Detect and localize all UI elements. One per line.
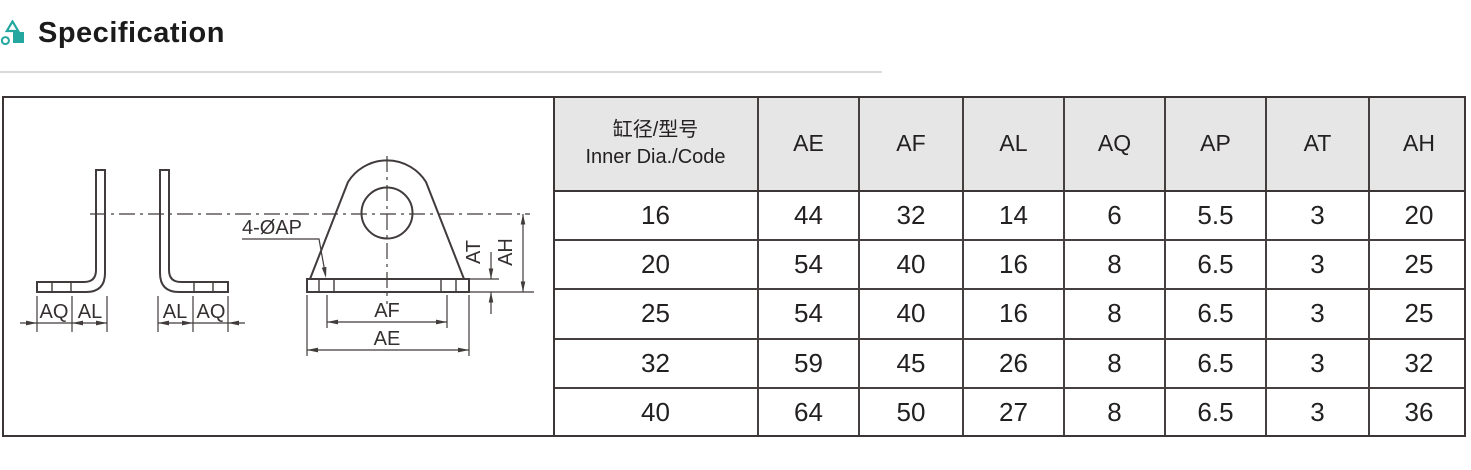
cell-ap: 5.5 [1164, 189, 1267, 242]
section-divider [0, 71, 882, 73]
cell-code: 25 [555, 288, 759, 340]
technical-drawing: AQ AL AL AQ 4-ØAP AT AH AF AE [4, 98, 553, 435]
cell-ae: 54 [757, 239, 860, 291]
cell-af: 50 [858, 386, 964, 435]
cell-ap: 6.5 [1164, 288, 1267, 340]
header-inner-dia-en: Inner Dia./Code [585, 145, 726, 168]
cell-ae: 54 [757, 288, 860, 340]
triangle-circle-square-icon [1, 20, 24, 46]
table-row: 25 54 40 16 8 6.5 3 25 [555, 288, 1464, 340]
cell-ah: 25 [1368, 239, 1464, 291]
cell-at: 3 [1265, 239, 1370, 291]
front-view [242, 159, 534, 356]
dim-label-ah: AH [495, 238, 517, 266]
table-row: 32 59 45 26 8 6.5 3 32 [555, 337, 1464, 389]
cell-ah: 20 [1368, 189, 1464, 242]
spec-table: 缸径/型号 Inner Dia./Code AE AF AL AQ AP AT … [555, 98, 1464, 435]
cell-at: 3 [1265, 189, 1370, 242]
header-inner-dia-zh: 缸径/型号 [612, 118, 699, 141]
cell-ah: 36 [1368, 386, 1464, 435]
cell-aq: 6 [1063, 189, 1166, 242]
cell-al: 27 [962, 386, 1065, 435]
dim-label-aq-left: AQ [40, 301, 69, 323]
left-bracket-view [20, 169, 108, 332]
header-af: AF [858, 98, 964, 192]
spec-panel: AQ AL AL AQ 4-ØAP AT AH AF AE [2, 96, 1466, 437]
header-al: AL [962, 98, 1065, 192]
cell-code: 16 [555, 189, 759, 242]
cell-code: 20 [555, 239, 759, 291]
dim-label-ae: AE [374, 328, 401, 350]
table-row: 16 44 32 14 6 5.5 3 20 [555, 189, 1464, 242]
table-row: 40 64 50 27 8 6.5 3 36 [555, 386, 1464, 435]
cell-at: 3 [1265, 337, 1370, 389]
header-at: AT [1265, 98, 1370, 192]
cell-ah: 32 [1368, 337, 1464, 389]
header-aq: AQ [1063, 98, 1166, 192]
cell-code: 40 [555, 386, 759, 435]
header-ae: AE [757, 98, 860, 192]
header-ah: AH [1368, 98, 1464, 192]
table-header-row: 缸径/型号 Inner Dia./Code AE AF AL AQ AP AT … [555, 98, 1464, 192]
cell-aq: 8 [1063, 239, 1166, 291]
hole-callout-label: 4-ØAP [242, 217, 302, 239]
dim-label-aq-right: AQ [197, 301, 226, 323]
cell-aq: 8 [1063, 288, 1166, 340]
cell-ap: 6.5 [1164, 386, 1267, 435]
right-bracket-view [157, 169, 245, 332]
cell-aq: 8 [1063, 386, 1166, 435]
cell-ap: 6.5 [1164, 239, 1267, 291]
cell-af: 32 [858, 189, 964, 242]
cell-af: 45 [858, 337, 964, 389]
cell-al: 26 [962, 337, 1065, 389]
cell-al: 16 [962, 239, 1065, 291]
centerlines [90, 156, 530, 304]
cell-ae: 59 [757, 337, 860, 389]
cell-af: 40 [858, 239, 964, 291]
cell-code: 32 [555, 337, 759, 389]
cell-aq: 8 [1063, 337, 1166, 389]
dimension-arrows [307, 214, 526, 353]
cell-al: 14 [962, 189, 1065, 242]
cell-ah: 25 [1368, 288, 1464, 340]
header-inner-dia-code: 缸径/型号 Inner Dia./Code [555, 98, 759, 192]
cell-af: 40 [858, 288, 964, 340]
header-ap: AP [1164, 98, 1267, 192]
spec-table-panel: 缸径/型号 Inner Dia./Code AE AF AL AQ AP AT … [553, 98, 1464, 435]
cell-at: 3 [1265, 386, 1370, 435]
dim-label-al-right: AL [163, 301, 187, 323]
cell-at: 3 [1265, 288, 1370, 340]
dim-label-af: AF [374, 300, 400, 322]
cell-al: 16 [962, 288, 1065, 340]
table-row: 20 54 40 16 8 6.5 3 25 [555, 239, 1464, 291]
dim-label-at: AT [463, 240, 485, 264]
dim-label-al-left: AL [78, 301, 102, 323]
cell-ae: 64 [757, 386, 860, 435]
cell-ae: 44 [757, 189, 860, 242]
section-title: Specification [38, 17, 225, 49]
cell-ap: 6.5 [1164, 337, 1267, 389]
